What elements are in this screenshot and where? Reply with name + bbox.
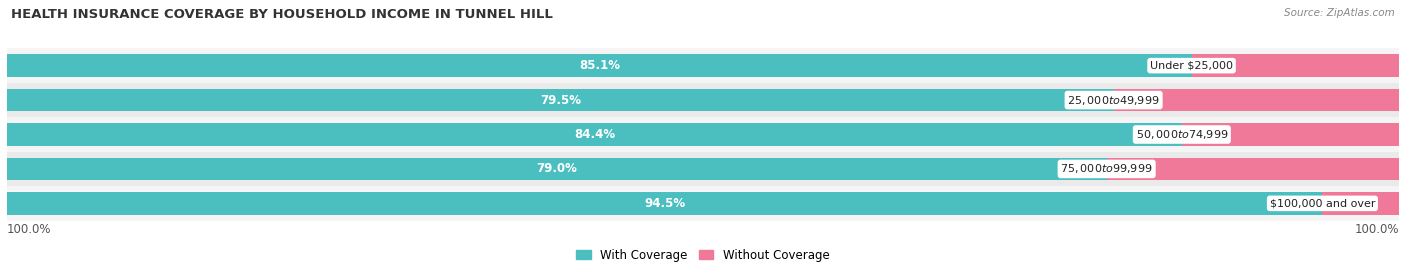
Bar: [1191, 54, 1399, 77]
Text: Under $25,000: Under $25,000: [1150, 61, 1233, 71]
Text: $75,000 to $99,999: $75,000 to $99,999: [1060, 162, 1153, 175]
Text: 94.5%: 94.5%: [644, 197, 685, 210]
Text: 100.0%: 100.0%: [7, 223, 52, 236]
Text: $100,000 and over: $100,000 and over: [1270, 198, 1375, 208]
Text: $25,000 to $49,999: $25,000 to $49,999: [1067, 94, 1160, 107]
Bar: [1114, 89, 1400, 111]
Text: 100.0%: 100.0%: [1354, 223, 1399, 236]
Text: HEALTH INSURANCE COVERAGE BY HOUSEHOLD INCOME IN TUNNEL HILL: HEALTH INSURANCE COVERAGE BY HOUSEHOLD I…: [11, 8, 553, 21]
Bar: [7, 152, 1399, 186]
Bar: [7, 123, 1182, 146]
Text: $50,000 to $74,999: $50,000 to $74,999: [1136, 128, 1227, 141]
Text: 84.4%: 84.4%: [574, 128, 614, 141]
Bar: [7, 48, 1399, 83]
Text: 79.0%: 79.0%: [537, 162, 578, 175]
Text: 85.1%: 85.1%: [579, 59, 620, 72]
Text: 79.5%: 79.5%: [540, 94, 581, 107]
Bar: [1182, 123, 1400, 146]
Bar: [7, 117, 1399, 152]
Bar: [1323, 192, 1399, 215]
Bar: [7, 186, 1399, 221]
Bar: [7, 54, 1191, 77]
Bar: [7, 83, 1399, 117]
Bar: [1107, 158, 1399, 180]
Bar: [7, 192, 1323, 215]
Bar: [7, 158, 1107, 180]
Bar: [7, 89, 1114, 111]
Legend: With Coverage, Without Coverage: With Coverage, Without Coverage: [572, 244, 834, 266]
Text: Source: ZipAtlas.com: Source: ZipAtlas.com: [1284, 8, 1395, 18]
